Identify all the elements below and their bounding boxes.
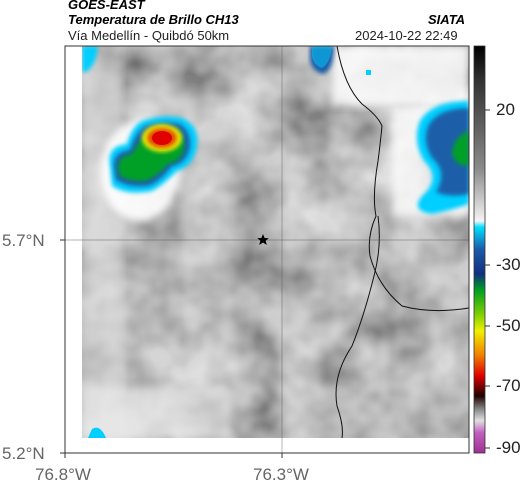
latitude-label: 5.7°N [2, 231, 45, 250]
colorbar [473, 45, 490, 454]
timestamp-label: 2024-10-22 22:49 [355, 28, 458, 43]
colorbar-tick-label: -90 [496, 438, 521, 457]
satellite-name: GOES-EAST [68, 0, 145, 12]
satellite-imagery [82, 46, 469, 438]
longitude-label: 76.8°W [35, 465, 91, 484]
colorbar-tick-label: 20 [496, 100, 515, 119]
latitude-label: 5.2°N [2, 444, 45, 463]
agency-label: SIATA [428, 12, 466, 27]
convective-cell-west [100, 116, 198, 221]
star-icon [257, 234, 269, 245]
colorbar-tick-label: -30 [496, 255, 521, 274]
colorbar-tick-label: -50 [496, 316, 521, 335]
longitude-label: 76.3°W [253, 465, 309, 484]
route-label: Vía Medellín - Quibdó 50km [68, 28, 230, 43]
product-title: Temperatura de Brillo CH13 [68, 12, 239, 27]
colorbar-tick-label: -70 [496, 376, 521, 395]
convective-cell-east [416, 101, 469, 214]
border-line [336, 46, 469, 312]
